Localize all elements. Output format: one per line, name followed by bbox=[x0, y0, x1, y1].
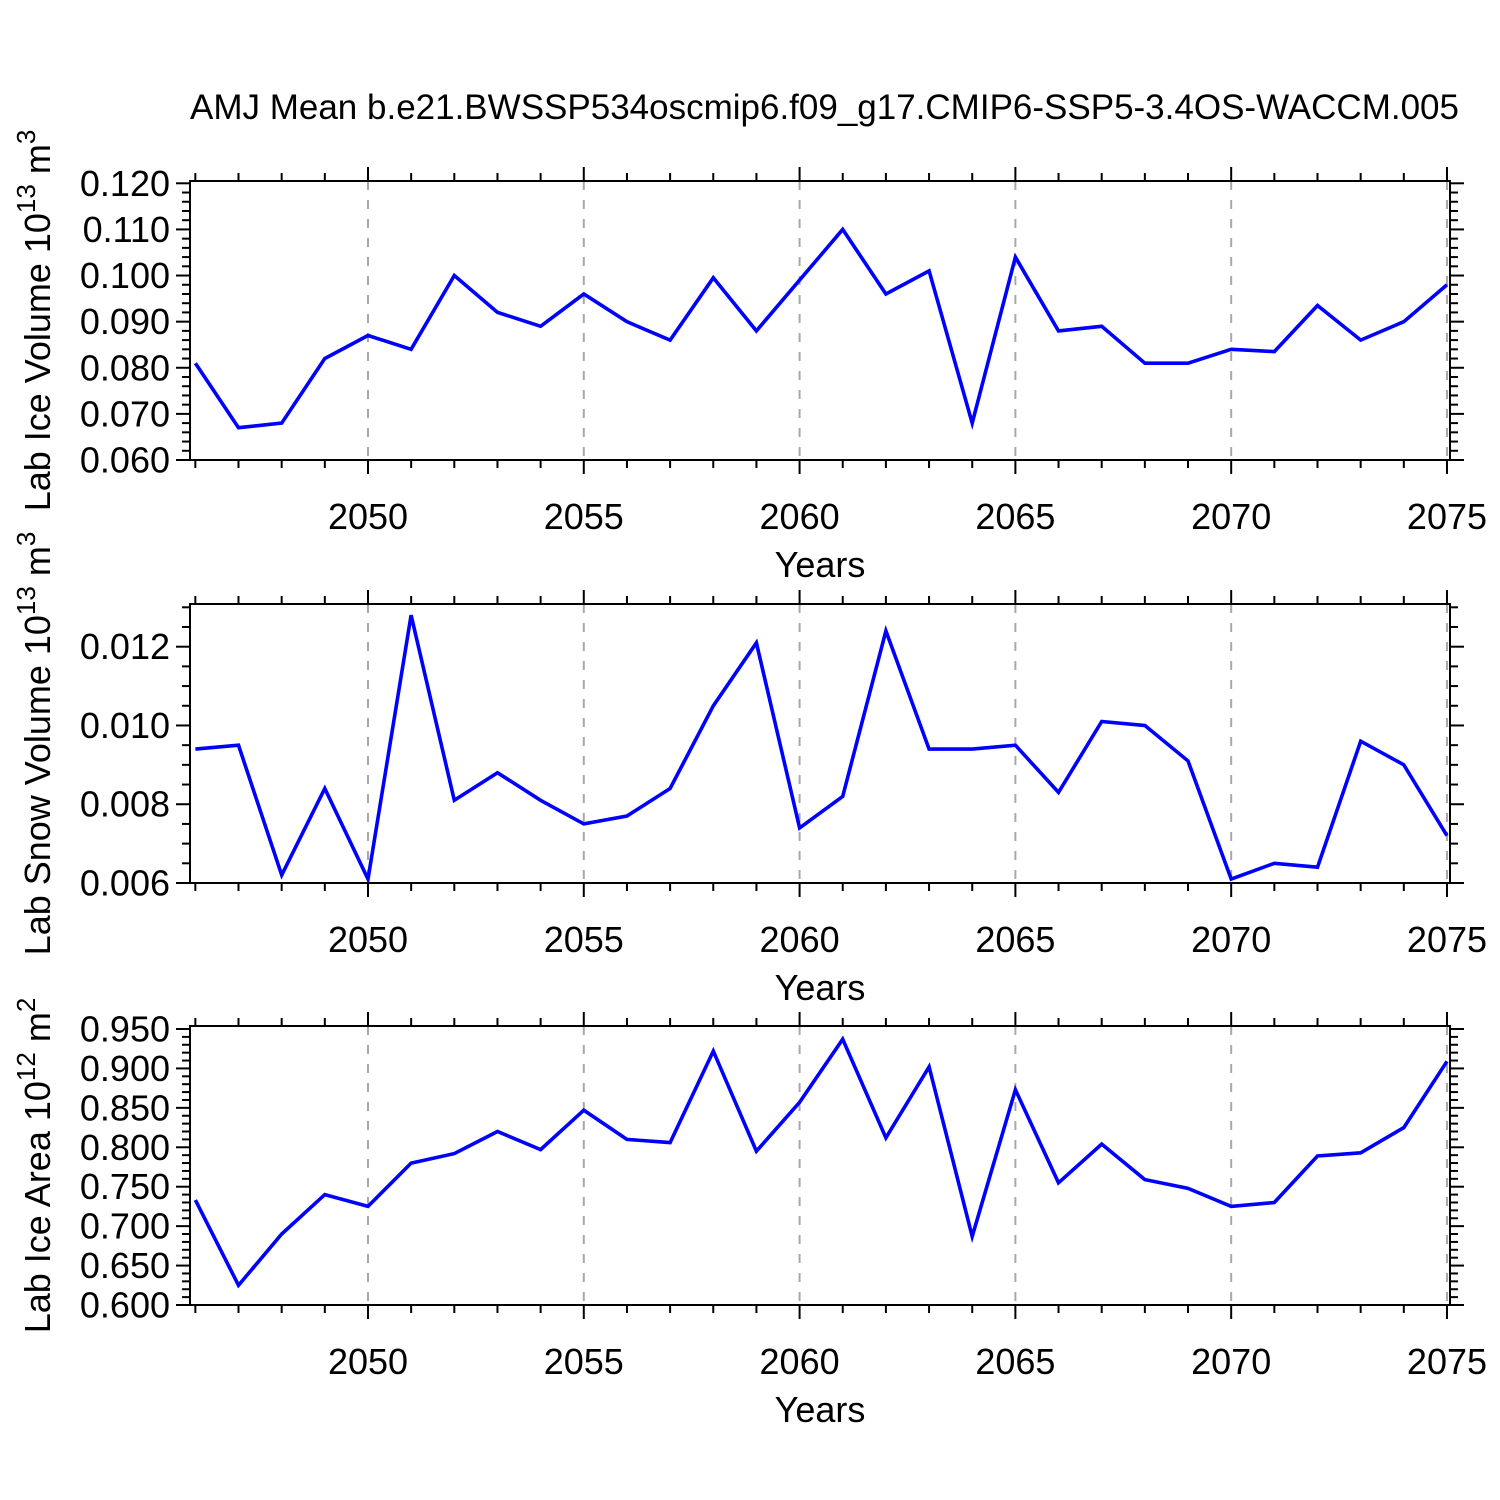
y-tick-label: 0.060 bbox=[80, 440, 170, 481]
x-tick-label: 2065 bbox=[975, 1341, 1055, 1382]
x-axis-title: Years bbox=[775, 544, 866, 585]
y-tick-label: 0.750 bbox=[80, 1166, 170, 1207]
y-tick-label: 0.070 bbox=[80, 393, 170, 434]
x-tick-label: 2055 bbox=[544, 496, 624, 537]
x-tick-label: 2070 bbox=[1191, 496, 1271, 537]
x-tick-label: 2075 bbox=[1407, 496, 1487, 537]
y-tick-label: 0.950 bbox=[80, 1008, 170, 1049]
y-tick-label: 0.006 bbox=[80, 863, 170, 904]
x-tick-label: 2055 bbox=[544, 1341, 624, 1382]
y-axis-title: Lab Snow Volume 1013 m3 bbox=[11, 532, 58, 956]
x-tick-label: 2055 bbox=[544, 919, 624, 960]
lab-ice-volume-line bbox=[193, 226, 1449, 430]
plot-frame bbox=[189, 1025, 1451, 1306]
x-tick-label: 2060 bbox=[760, 1341, 840, 1382]
y-tick-label: 0.012 bbox=[80, 626, 170, 667]
x-tick-label: 2050 bbox=[328, 1341, 408, 1382]
x-tick-label: 2050 bbox=[328, 496, 408, 537]
y-tick-label: 0.120 bbox=[80, 163, 170, 204]
plot-frame bbox=[189, 603, 1451, 884]
y-tick-label: 0.080 bbox=[80, 347, 170, 388]
x-axis-title: Years bbox=[775, 967, 866, 1008]
plot-title: AMJ Mean b.e21.BWSSP534oscmip6.f09_g17.C… bbox=[190, 88, 1459, 127]
y-tick-label: 0.010 bbox=[80, 705, 170, 746]
y-tick-label: 0.110 bbox=[83, 209, 170, 250]
y-tick-label: 0.600 bbox=[80, 1285, 170, 1326]
x-tick-label: 2065 bbox=[975, 496, 1055, 537]
y-axis-title: Lab Ice Volume 1013 m3 bbox=[11, 130, 58, 512]
x-tick-label: 2060 bbox=[760, 496, 840, 537]
y-tick-label: 0.700 bbox=[80, 1206, 170, 1247]
x-axis-title: Years bbox=[775, 1389, 866, 1430]
y-tick-label: 0.650 bbox=[80, 1245, 170, 1286]
x-tick-label: 2050 bbox=[328, 919, 408, 960]
x-tick-label: 2075 bbox=[1407, 1341, 1487, 1382]
x-tick-label: 2070 bbox=[1191, 1341, 1271, 1382]
y-tick-label: 0.800 bbox=[80, 1127, 170, 1168]
x-tick-label: 2075 bbox=[1407, 919, 1487, 960]
y-tick-label: 0.100 bbox=[80, 255, 170, 296]
lab-ice-area-line bbox=[193, 1035, 1449, 1289]
x-tick-label: 2070 bbox=[1191, 919, 1271, 960]
x-tick-label: 2065 bbox=[975, 919, 1055, 960]
y-tick-label: 0.900 bbox=[80, 1048, 170, 1089]
y-tick-label: 0.008 bbox=[80, 784, 170, 825]
x-tick-label: 2060 bbox=[760, 919, 840, 960]
y-tick-label: 0.850 bbox=[80, 1087, 170, 1128]
y-axis-title: Lab Ice Area 1012 m2 bbox=[11, 998, 58, 1334]
lab-snow-volume-line bbox=[195, 614, 1449, 886]
y-tick-label: 0.090 bbox=[80, 301, 170, 342]
plot-frame bbox=[189, 180, 1451, 461]
